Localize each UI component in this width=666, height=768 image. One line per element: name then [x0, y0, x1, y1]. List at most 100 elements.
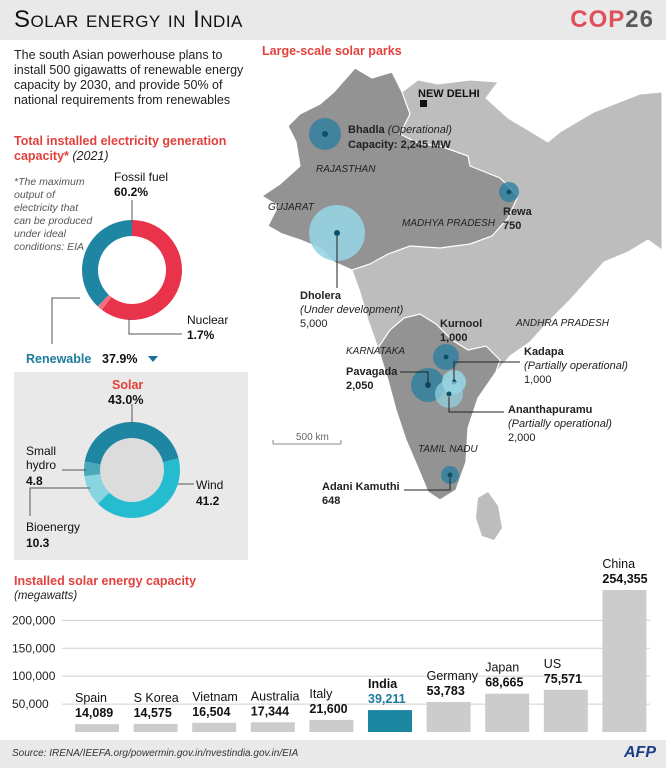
pavagada-name: Pavagada: [346, 366, 398, 378]
south-states: [377, 313, 501, 501]
bhadla-dot: [322, 131, 328, 137]
small-hydro-label-2: hydro: [26, 458, 57, 472]
cop26-logo: COP26: [570, 6, 654, 34]
bar-italy: [309, 719, 354, 732]
renewables-slice-wind: [97, 458, 181, 519]
renewables-slice-solar: [84, 422, 179, 465]
chevron-down-icon: [148, 356, 158, 362]
capacity-footnote: *The maximum output of electricity that …: [14, 176, 93, 253]
adani-capacity: 648: [322, 495, 341, 507]
state-rajasthan: RAJASTHAN: [316, 164, 376, 175]
y-tick-label: 100,000: [12, 669, 56, 683]
fossil-label: Fossil fuel: [114, 170, 169, 184]
adani-dot: [447, 472, 453, 478]
bar-category-label: Japan: [485, 661, 519, 675]
bar-value-label: 68,665: [485, 676, 523, 690]
capacity-year: (2021): [72, 149, 109, 163]
capacity-title: Total installed electricity generation c…: [14, 134, 254, 164]
small-hydro-value: 4.8: [26, 474, 43, 488]
bar-chart-title: Installed solar energy capacity: [14, 574, 197, 588]
generation-slice-nuclear: [97, 294, 112, 310]
capital-label: NEW DELHI: [418, 88, 480, 100]
bhadla-cap-prefix: Capacity:: [348, 139, 401, 151]
renewables-slice-bioenergy: [84, 474, 110, 504]
bar-value-label: 39,211: [368, 692, 406, 706]
y-tick-label: 200,000: [12, 613, 56, 627]
bio-callout: [29, 487, 90, 516]
bar-category-label: Italy: [309, 687, 333, 701]
small-hydro-label-1: Small: [26, 444, 57, 458]
nuclear-label: Nuclear: [187, 313, 229, 327]
kurnool-name: Kurnool: [440, 318, 483, 330]
bar-china: [602, 590, 647, 732]
bar-category-label: Vietnam: [192, 690, 238, 704]
generation-donut: [82, 220, 183, 320]
renewable-label: Renewable: [26, 352, 92, 366]
renewables-donut: [83, 422, 181, 519]
ananth-dot: [446, 391, 452, 397]
afp-logo: AFP: [624, 744, 656, 761]
bhadla-name: Bhadla: [348, 124, 385, 136]
bar-category-label: Spain: [75, 691, 107, 705]
intro-text: The south Asian powerhouse plans to inst…: [14, 48, 244, 107]
rewa-name: Rewa: [503, 206, 532, 218]
sri-lanka: [476, 492, 502, 540]
bar-vietnam: [192, 722, 237, 732]
adani-leader: [404, 478, 451, 491]
wind-value: 41.2: [196, 494, 220, 508]
bar-category-label: China: [602, 557, 635, 571]
state-karnataka: KARNATAKA: [346, 346, 406, 357]
capacity-title-text: Total installed electricity generation c…: [14, 134, 227, 163]
pavagada-capacity: 2,050: [346, 380, 374, 392]
bar-chart-subtitle: (megawatts): [14, 590, 78, 602]
bar-category-label: S Korea: [134, 691, 179, 705]
bar-us: [543, 689, 588, 732]
renewables-slice-small-hydro: [83, 461, 101, 477]
bar-india: [368, 710, 412, 732]
footer-bar: [0, 740, 666, 768]
bioenergy-value: 10.3: [26, 536, 50, 550]
solar-label: Solar: [112, 378, 144, 392]
generation-slice-fossil-fuel: [101, 220, 183, 320]
scale-label: 500 km: [296, 432, 329, 443]
renewable-callout: [51, 297, 80, 344]
cop-number: 26: [625, 6, 654, 33]
bar-value-label: 16,504: [192, 705, 230, 719]
bar-value-label: 14,575: [134, 706, 172, 720]
rewa-capacity: 750: [503, 220, 522, 232]
kurnool-capacity: 1,000: [440, 332, 468, 344]
bar-value-label: 17,344: [251, 704, 289, 718]
bar-spain: [75, 724, 119, 732]
state-tamil-nadu: TAMIL NADU: [418, 444, 478, 455]
bar-category-label: Australia: [251, 689, 300, 703]
y-tick-label: 50,000: [12, 697, 49, 711]
bar-s-korea: [133, 723, 178, 732]
kadapa-capacity: 1,000: [524, 374, 552, 386]
nuclear-value: 1.7%: [187, 328, 215, 342]
bhadla-cap-value: 2,245 MW: [400, 139, 451, 151]
kadapa-status: (Partially operational): [524, 360, 628, 372]
bar-value-label: 75,571: [544, 672, 582, 686]
generation-slice-renewable: [82, 220, 132, 307]
bhadla-capacity: Capacity: 2,245 MW: [348, 139, 451, 151]
nuclear-callout: [128, 318, 182, 335]
donut-center: [100, 438, 164, 502]
y-tick-label: 150,000: [12, 641, 56, 655]
bhadla-label: Bhadla (Operational): [348, 124, 452, 136]
adani-name: Adani Kamuthi: [322, 481, 400, 493]
state-gujarat: GUJARAT: [268, 202, 314, 213]
bioenergy-label: Bioenergy: [26, 520, 81, 534]
ananth-leader: [448, 397, 504, 413]
map-title: Large-scale solar parks: [262, 44, 402, 58]
page-title: Solar energy in India: [14, 6, 243, 33]
dholera-status: (Under development): [300, 304, 404, 316]
wind-label: Wind: [196, 478, 224, 492]
cop-text: COP: [570, 6, 626, 33]
kadapa-leader: [453, 361, 520, 382]
kadapa-name: Kadapa: [524, 346, 564, 358]
bar-category-label: US: [544, 657, 561, 671]
